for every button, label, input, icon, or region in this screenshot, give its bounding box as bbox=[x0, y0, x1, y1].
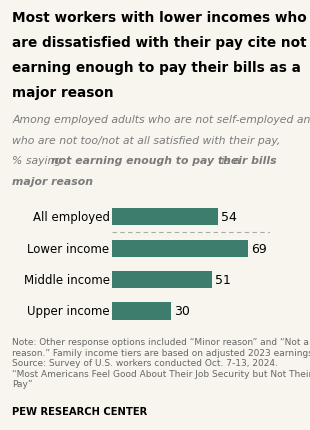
Bar bbox=[112, 303, 171, 320]
Text: 51: 51 bbox=[215, 273, 231, 286]
Text: who are not too/not at all satisfied with their pay,: who are not too/not at all satisfied wit… bbox=[12, 135, 281, 145]
Bar bbox=[112, 271, 212, 289]
Text: Lower income: Lower income bbox=[28, 242, 110, 255]
Text: % saying: % saying bbox=[12, 156, 65, 166]
Text: Most workers with lower incomes who: Most workers with lower incomes who bbox=[12, 11, 307, 25]
Bar bbox=[112, 240, 248, 257]
Text: Upper income: Upper income bbox=[27, 305, 110, 318]
Text: not earning enough to pay their bills: not earning enough to pay their bills bbox=[51, 156, 277, 166]
Text: major reason: major reason bbox=[12, 86, 114, 99]
Bar bbox=[112, 209, 218, 226]
Text: Among employed adults who are not self-employed and: Among employed adults who are not self-e… bbox=[12, 115, 310, 125]
Text: Middle income: Middle income bbox=[24, 273, 110, 286]
Text: major reason: major reason bbox=[12, 177, 93, 187]
Text: earning enough to pay their bills as a: earning enough to pay their bills as a bbox=[12, 61, 301, 74]
Text: Note: Other response options included “Minor reason” and “Not a
reason.” Family : Note: Other response options included “M… bbox=[12, 338, 310, 388]
Text: 30: 30 bbox=[174, 305, 190, 318]
Text: PEW RESEARCH CENTER: PEW RESEARCH CENTER bbox=[12, 406, 148, 416]
Text: is a: is a bbox=[218, 156, 241, 166]
Text: 69: 69 bbox=[251, 242, 267, 255]
Text: are dissatisfied with their pay cite not: are dissatisfied with their pay cite not bbox=[12, 36, 307, 49]
Text: 54: 54 bbox=[221, 211, 237, 224]
Text: All employed: All employed bbox=[33, 211, 110, 224]
